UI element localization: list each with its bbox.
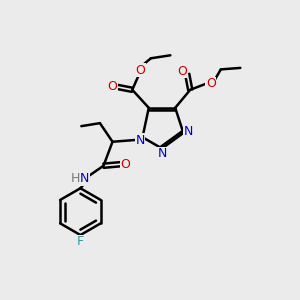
Text: O: O — [120, 158, 130, 171]
Text: N: N — [135, 134, 145, 147]
Text: O: O — [206, 77, 216, 90]
Text: O: O — [107, 80, 117, 93]
Text: H: H — [71, 172, 80, 185]
Text: N: N — [184, 125, 194, 138]
Text: O: O — [135, 64, 145, 77]
Text: F: F — [77, 235, 84, 248]
Text: N: N — [158, 147, 167, 161]
Text: O: O — [177, 65, 187, 78]
Text: N: N — [80, 172, 89, 185]
